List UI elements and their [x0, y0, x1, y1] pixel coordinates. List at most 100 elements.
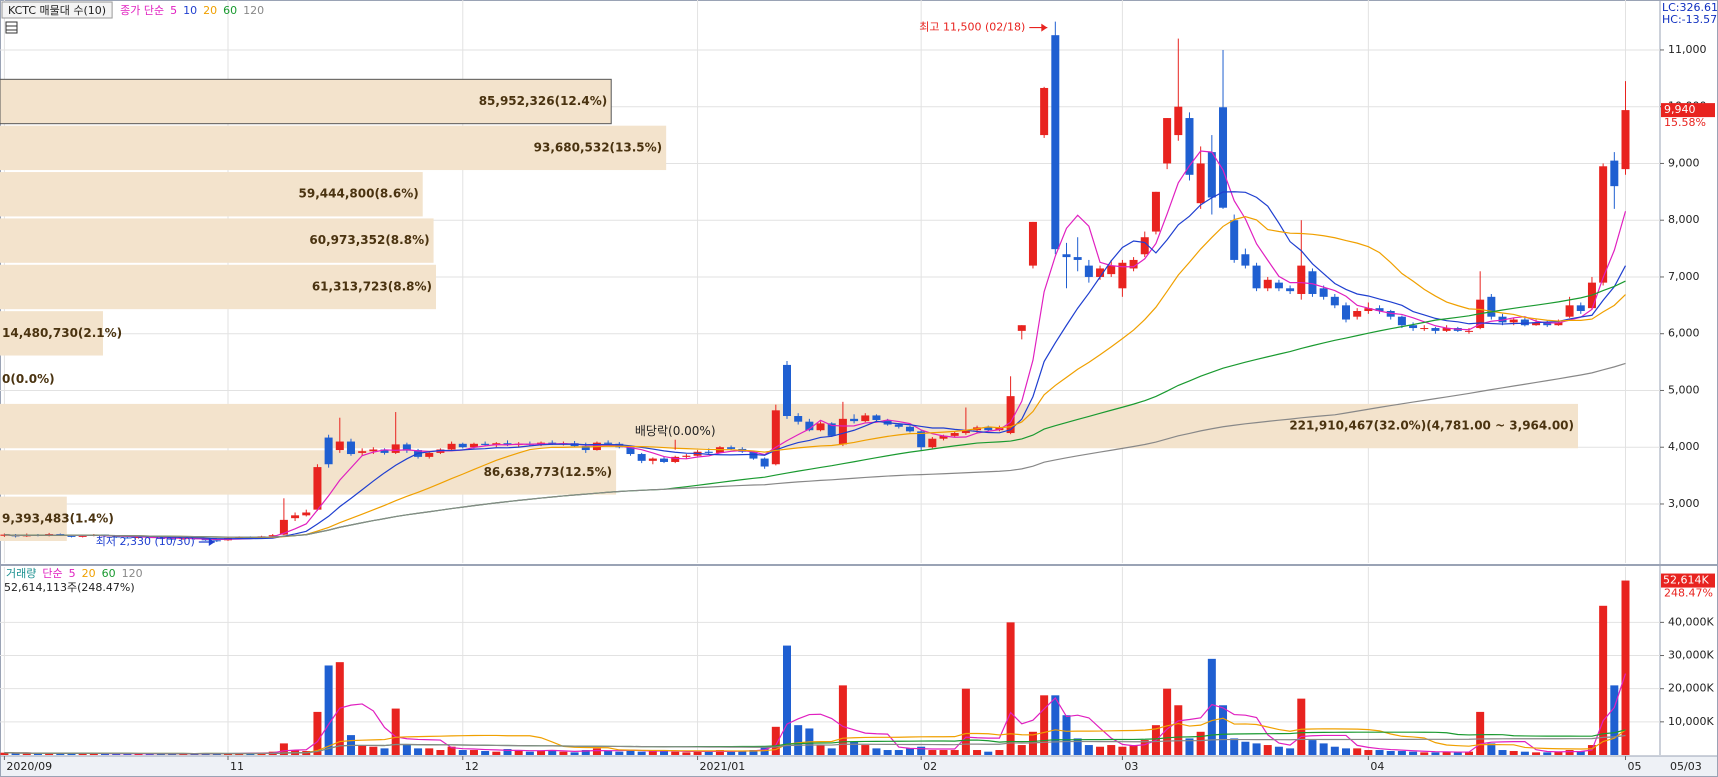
x-tick-label: 12	[465, 760, 479, 773]
candle-body	[704, 451, 713, 453]
candle-body	[1330, 296, 1339, 306]
candle-body	[1163, 118, 1172, 164]
volume-bar	[78, 753, 87, 755]
candle-body	[123, 537, 132, 539]
candle-body	[1207, 152, 1216, 198]
volume-profile-label: 60,973,352(8.8%)	[309, 233, 429, 247]
candle-body	[1543, 322, 1552, 326]
candle-body	[291, 515, 300, 519]
candle-body	[894, 424, 903, 427]
volume-bar	[727, 751, 736, 755]
volume-bar	[279, 743, 288, 755]
volume-profile-label: 0(0.0%)	[2, 372, 55, 386]
axis-strip	[0, 756, 1718, 777]
candle-body	[626, 447, 635, 455]
candle-body	[1621, 110, 1630, 170]
candle-body	[134, 536, 143, 539]
volume-bar	[894, 750, 903, 755]
volume-bar	[738, 751, 747, 755]
volume-bar	[22, 753, 31, 755]
candle-body	[335, 441, 344, 451]
candle-body	[1397, 316, 1406, 326]
volume-bar	[1073, 738, 1082, 755]
candle-body	[302, 512, 311, 516]
volume-profile-label: 93,680,532(13.5%)	[534, 140, 663, 154]
x-tick-label: 2020/09	[6, 760, 52, 773]
volume-bar	[682, 752, 691, 755]
volume-bar	[917, 746, 926, 755]
volume-bar	[1107, 745, 1116, 755]
ma-line	[4, 734, 1626, 755]
volume-profile-label: 9,393,483(1.4%)	[2, 511, 114, 525]
volume-bar	[1420, 752, 1429, 755]
volume-bar	[1464, 751, 1473, 755]
legend-entry: 20	[203, 4, 217, 17]
candle-body	[425, 452, 434, 457]
legend-entry: 60	[223, 4, 237, 17]
volume-bar	[984, 751, 993, 755]
candle-body	[950, 433, 959, 436]
volume-bar	[1062, 715, 1071, 755]
candle-body	[279, 519, 288, 535]
volume-bar	[1565, 750, 1574, 755]
candle-body	[1051, 35, 1060, 250]
volume-bar	[1252, 743, 1261, 755]
volume-bar	[995, 750, 1004, 755]
candle-body	[391, 444, 400, 453]
volume-bar	[637, 751, 646, 755]
x-tick-label: 11	[230, 760, 244, 773]
candle-body	[346, 441, 355, 455]
volume-bar	[458, 750, 467, 755]
candle-body	[660, 458, 669, 462]
volume-bar	[850, 741, 859, 755]
volume-bar	[514, 750, 523, 755]
candle-body	[1263, 279, 1272, 289]
candle-body	[1297, 265, 1306, 294]
current-date: 05/03	[1670, 760, 1702, 773]
y-tick-label: 9,000	[1668, 156, 1700, 169]
candle-body	[1084, 265, 1093, 277]
ex-dividend-label: 배당락(0.00%)	[635, 424, 716, 438]
candle-body	[783, 364, 791, 417]
volume-tag	[1661, 573, 1715, 588]
volume-bar	[939, 750, 948, 755]
volume-bar	[56, 753, 65, 755]
volume-bar	[112, 753, 121, 755]
candle-body	[917, 431, 926, 448]
volume-bar	[1621, 580, 1630, 755]
volume-bar	[1274, 746, 1283, 755]
candle-body	[905, 426, 914, 432]
volume-bar	[1375, 750, 1384, 755]
volume-bar	[11, 753, 20, 755]
volume-bar	[1543, 752, 1552, 755]
candle-body	[727, 447, 736, 449]
volume-profile-bar	[0, 450, 617, 495]
volume-bar	[1297, 698, 1306, 755]
candle-body	[1151, 191, 1160, 232]
volume-profile-label: 14,480,730(2.1%)	[2, 326, 122, 340]
volume-bar	[1386, 751, 1395, 755]
candle-body	[1319, 288, 1328, 297]
volume-bar	[156, 753, 165, 755]
candle-body	[1073, 257, 1082, 260]
volume-bar	[1174, 705, 1183, 755]
volume-bar	[1610, 685, 1619, 755]
y-tick-label: 3,000	[1668, 497, 1700, 510]
candle-body	[984, 427, 993, 431]
y-tick-label: 8,000	[1668, 213, 1700, 226]
volume-profile-bar	[0, 125, 667, 171]
candle-body	[1286, 288, 1295, 292]
candle-body	[380, 449, 389, 453]
candle-body	[1028, 221, 1037, 266]
volume-bar	[1364, 750, 1373, 755]
volume-bar	[503, 749, 512, 755]
volume-bar	[581, 750, 590, 755]
volume-bar	[671, 751, 680, 755]
candle-body	[1375, 308, 1384, 312]
volume-profile-label: 221,910,467(32.0%)(4,781.00 ~ 3,964.00)	[1289, 419, 1574, 433]
volume-tag-label: 52,614K	[1663, 574, 1709, 587]
x-tick-label: 04	[1370, 760, 1384, 773]
volume-profile-bar	[0, 496, 67, 542]
candle-body	[961, 430, 970, 434]
